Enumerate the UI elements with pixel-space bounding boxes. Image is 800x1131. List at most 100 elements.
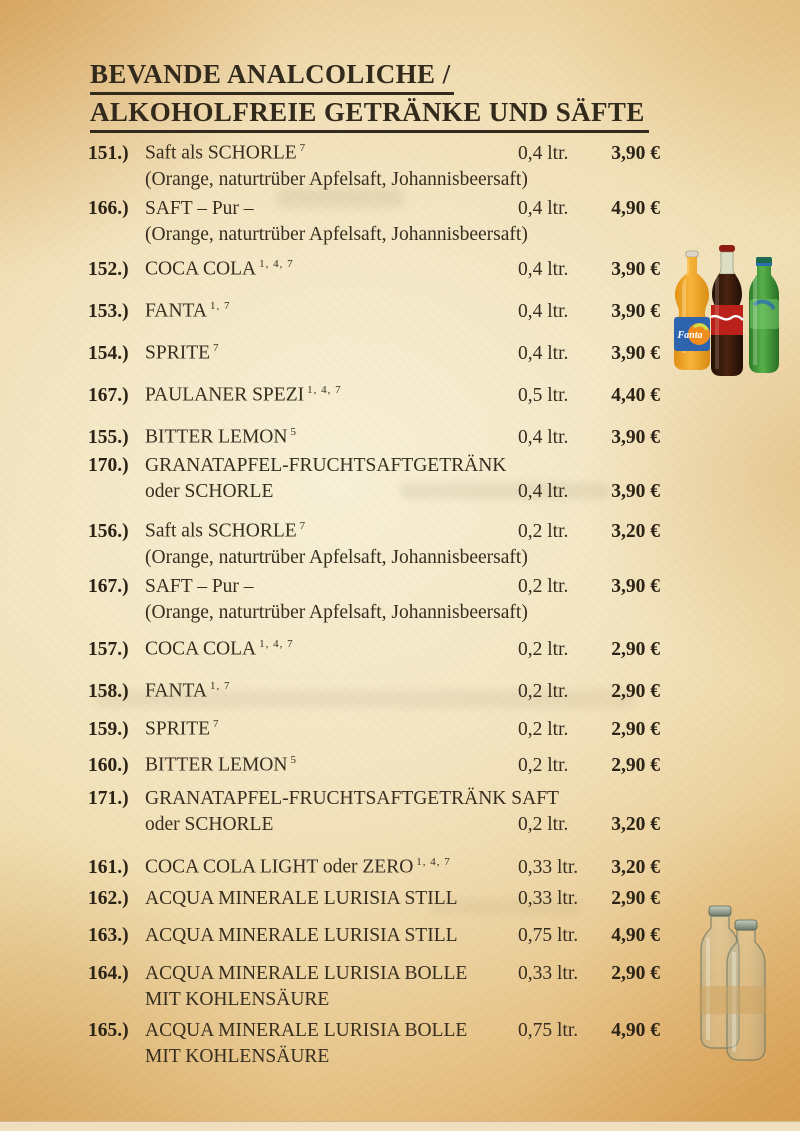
item-name: COCA COLA 1, 4, 7: [145, 638, 294, 660]
item-name: FANTA 1, 7: [145, 300, 231, 322]
item-price: 4,90 €: [611, 198, 660, 219]
menu-item: 156.) Saft als SCHORLE 7 0,2 ltr. 3,20 € (Or…: [88, 513, 660, 571]
item-number: 156.): [88, 520, 129, 542]
item-size: 0,4 ltr.: [518, 426, 569, 448]
item-name: SAFT – Pur –: [145, 198, 254, 219]
item-subtext: (Orange, naturtrüber Apfelsaft, Johannis…: [145, 224, 528, 245]
item-number: 158.): [88, 680, 129, 702]
item-name: COCA COLA 1, 4, 7: [145, 258, 294, 280]
menu-item: 167.) SAFT – Pur – 0,2 ltr. 3,90 € (Orange,…: [88, 574, 660, 626]
item-size: 0,4 ltr.: [518, 481, 569, 502]
menu-item: 158.) FANTA 1, 7 0,2 ltr. 2,90 €: [88, 673, 660, 705]
item-number: 153.): [88, 300, 129, 322]
item-price: 3,90 €: [611, 481, 660, 502]
item-name: PAULANER SPEZI 1, 4, 7: [145, 384, 342, 406]
item-price: 3,90 €: [611, 300, 660, 322]
item-size: 0,33 ltr.: [518, 888, 579, 909]
menu-item: 155.) BITTER LEMON 5 0,4 ltr. 3,90 €: [88, 419, 660, 451]
menu-item: 171.) GRANATAPFEL-FRUCHTSAFTGETRÄNK SAFT …: [88, 786, 660, 838]
item-name: COCA COLA LIGHT oder ZERO 1, 4, 7: [145, 856, 451, 878]
item-size: 0,4 ltr.: [518, 300, 569, 322]
item-number: 155.): [88, 426, 129, 448]
menu-item: 159.) SPRITE 7 0,2 ltr. 2,90 €: [88, 711, 660, 743]
item-size: 0,2 ltr.: [518, 638, 569, 660]
page-title-line1: BEVANDE ANALCOLICHE /: [90, 57, 455, 95]
item-price: 4,40 €: [611, 384, 660, 406]
scan-edge: [0, 1121, 800, 1131]
soda-bottles-illustration: Fanta: [674, 245, 779, 376]
menu-item: 157.) COCA COLA 1, 4, 7 0,2 ltr. 2,90 €: [88, 631, 660, 663]
item-number: 162.): [88, 888, 129, 909]
item-size: 0,2 ltr.: [518, 814, 569, 835]
menu-item: 162.) ACQUA MINERALE LURISIA STILL 0,33 lt…: [88, 886, 660, 912]
item-number: 159.): [88, 718, 129, 740]
item-number: 165.): [88, 1020, 129, 1041]
item-size: 0,4 ltr.: [518, 258, 569, 280]
item-size: 0,2 ltr.: [518, 718, 569, 740]
item-name: ACQUA MINERALE LURISIA BOLLE: [145, 1020, 468, 1041]
item-name: SPRITE 7: [145, 342, 220, 364]
item-size: 0,2 ltr.: [518, 520, 569, 542]
item-size: 0,2 ltr.: [518, 754, 569, 776]
menu-item: 153.) FANTA 1, 7 0,4 ltr. 3,90 €: [88, 293, 660, 325]
item-price: 3,90 €: [611, 142, 660, 164]
item-price: 3,20 €: [611, 856, 660, 878]
item-number: 170.): [88, 455, 129, 476]
item-number: 164.): [88, 963, 129, 984]
item-number: 167.): [88, 384, 129, 406]
item-name: GRANATAPFEL-FRUCHTSAFTGETRÄNK SAFT: [145, 788, 559, 809]
menu-item: 152.) COCA COLA 1, 4, 7 0,4 ltr. 3,90 €: [88, 251, 660, 283]
item-size: 0,4 ltr.: [518, 198, 569, 219]
item-size: 0,75 ltr.: [518, 925, 579, 946]
item-size: 0,33 ltr.: [518, 963, 579, 984]
menu-item: 165.) ACQUA MINERALE LURISIA BOLLE 0,75 lt…: [88, 1018, 660, 1070]
item-name: GRANATAPFEL-FRUCHTSAFTGETRÄNK: [145, 455, 507, 476]
item-size: 0,2 ltr.: [518, 576, 569, 597]
item-subtext: (Orange, naturtrüber Apfelsaft, Johannis…: [145, 168, 528, 190]
item-name: SPRITE 7: [145, 718, 220, 740]
menu-item: 170.) GRANATAPFEL-FRUCHTSAFTGETRÄNK oder …: [88, 453, 660, 505]
item-size: 0,2 ltr.: [518, 680, 569, 702]
item-price: 3,90 €: [611, 576, 660, 597]
item-name-line2: oder SCHORLE: [145, 481, 274, 502]
page-title: BEVANDE ANALCOLICHE / ALKOHOLFREIE GETRÄ…: [90, 57, 649, 133]
item-subtext: (Orange, naturtrüber Apfelsaft, Johannis…: [145, 602, 528, 623]
item-name: ACQUA MINERALE LURISIA STILL: [145, 888, 458, 909]
item-price: 4,90 €: [611, 1020, 660, 1041]
item-price: 2,90 €: [611, 638, 660, 660]
item-name: Saft als SCHORLE 7: [145, 520, 307, 542]
menu-item: 160.) BITTER LEMON 5 0,2 ltr. 2,90 €: [88, 747, 660, 779]
item-name: FANTA 1, 7: [145, 680, 231, 702]
menu-item: 166.) SAFT – Pur – 0,4 ltr. 4,90 € (Orange,…: [88, 196, 660, 248]
item-name: BITTER LEMON 5: [145, 754, 297, 776]
item-number: 163.): [88, 925, 129, 946]
item-name-line2: MIT KOHLENSÄURE: [145, 1046, 330, 1067]
fanta-bottle-icon: Fanta: [674, 250, 710, 370]
item-price: 3,90 €: [611, 258, 660, 280]
sprite-bottle-icon: [749, 257, 779, 373]
item-price: 2,90 €: [611, 718, 660, 740]
item-price: 4,90 €: [611, 925, 660, 946]
item-price: 3,20 €: [611, 814, 660, 835]
item-subtext: (Orange, naturtrüber Apfelsaft, Johannis…: [145, 546, 528, 568]
item-price: 2,90 €: [611, 754, 660, 776]
item-number: 154.): [88, 342, 129, 364]
menu-item: 154.) SPRITE 7 0,4 ltr. 3,90 €: [88, 335, 660, 367]
item-name: SAFT – Pur –: [145, 576, 254, 597]
menu-item: 151.) Saft als SCHORLE 7 0,4 ltr. 3,90 € (Or…: [88, 135, 660, 193]
item-number: 157.): [88, 638, 129, 660]
svg-text:Fanta: Fanta: [676, 330, 702, 341]
water-bottles-photo: [693, 898, 777, 1066]
coca-cola-bottle-icon: [710, 245, 744, 376]
item-number: 171.): [88, 788, 129, 809]
item-price: 3,90 €: [611, 342, 660, 364]
item-name: Saft als SCHORLE 7: [145, 142, 307, 164]
item-size: 0,4 ltr.: [518, 142, 569, 164]
water-bottle-icon: [726, 919, 766, 1061]
page-title-line2: ALKOHOLFREIE GETRÄNKE UND SÄFTE: [90, 95, 649, 133]
item-number: 161.): [88, 856, 129, 878]
item-size: 0,5 ltr.: [518, 384, 569, 406]
item-number: 166.): [88, 198, 129, 219]
item-name: BITTER LEMON 5: [145, 426, 297, 448]
item-price: 2,90 €: [611, 680, 660, 702]
